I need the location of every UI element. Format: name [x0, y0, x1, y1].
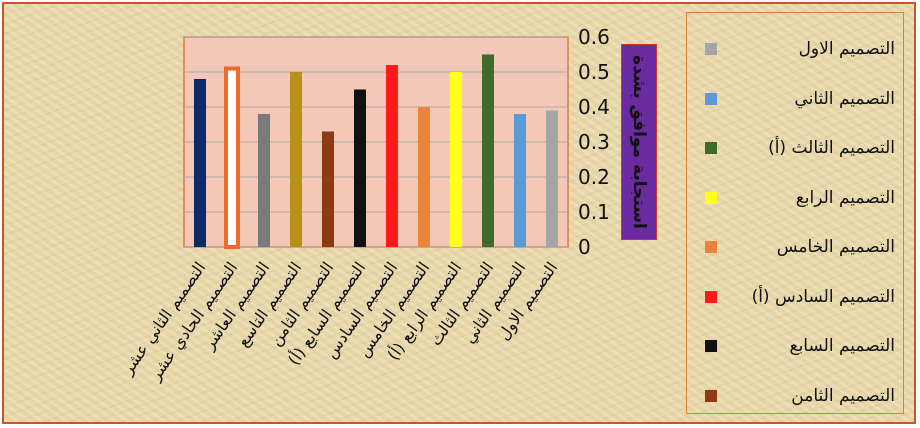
legend-label: التصميم السادس (أ) — [751, 286, 895, 307]
bar — [418, 107, 430, 247]
bar — [514, 114, 526, 247]
legend-swatch — [705, 290, 717, 303]
y-tick-label: 0.5 — [578, 60, 610, 84]
legend-label: التصميم الرابع — [795, 187, 895, 208]
y-tick-label: 0.4 — [578, 95, 610, 119]
bar — [258, 114, 270, 247]
legend-label: التصميم الاول — [798, 39, 895, 59]
bar — [386, 65, 398, 247]
y-axis-label-box: استجابة موافق بشدة — [621, 44, 657, 240]
bar — [546, 110, 558, 247]
legend-label: التصميم الخامس — [776, 237, 895, 257]
legend-item: التصميم الثامن — [687, 384, 903, 408]
y-axis-label: استجابة موافق بشدة — [629, 55, 649, 229]
legend-label: التصميم الثامن — [791, 385, 895, 406]
bar — [450, 72, 462, 247]
legend-item: التصميم السابع — [687, 334, 903, 358]
legend-item: التصميم الخامس — [687, 235, 903, 259]
legend-swatch — [705, 43, 717, 55]
y-tick-label: 0.1 — [578, 200, 610, 224]
legend-item: التصميم الاول — [687, 37, 903, 61]
legend-label: التصميم الثاني — [794, 88, 895, 109]
y-tick-label: 0.3 — [578, 130, 610, 154]
y-tick-label: 0 — [578, 235, 591, 259]
legend-swatch — [705, 389, 717, 402]
bar — [322, 131, 334, 247]
legend-item: التصميم الثالث (أ) — [687, 136, 903, 160]
legend-swatch — [705, 340, 717, 352]
legend-swatch — [705, 191, 717, 204]
legend-swatch — [705, 142, 717, 154]
legend-swatch — [705, 92, 717, 105]
legend-item: التصميم الرابع — [687, 186, 903, 210]
legend-item: التصميم السادس (أ) — [687, 285, 903, 309]
bar — [290, 72, 302, 247]
legend-label: التصميم الثالث (أ) — [768, 138, 895, 158]
y-tick-label: 0.2 — [578, 165, 610, 189]
y-tick-label: 0.6 — [578, 25, 610, 49]
bar — [194, 79, 206, 247]
legend-item: التصميم الثاني — [687, 87, 903, 111]
bar — [224, 66, 240, 249]
bar — [482, 54, 494, 247]
legend: التصميم الاول التصميم الثاني التصميم الثال… — [686, 12, 904, 414]
bar — [354, 89, 366, 247]
legend-label: التصميم السابع — [789, 336, 895, 356]
legend-swatch — [705, 241, 717, 253]
